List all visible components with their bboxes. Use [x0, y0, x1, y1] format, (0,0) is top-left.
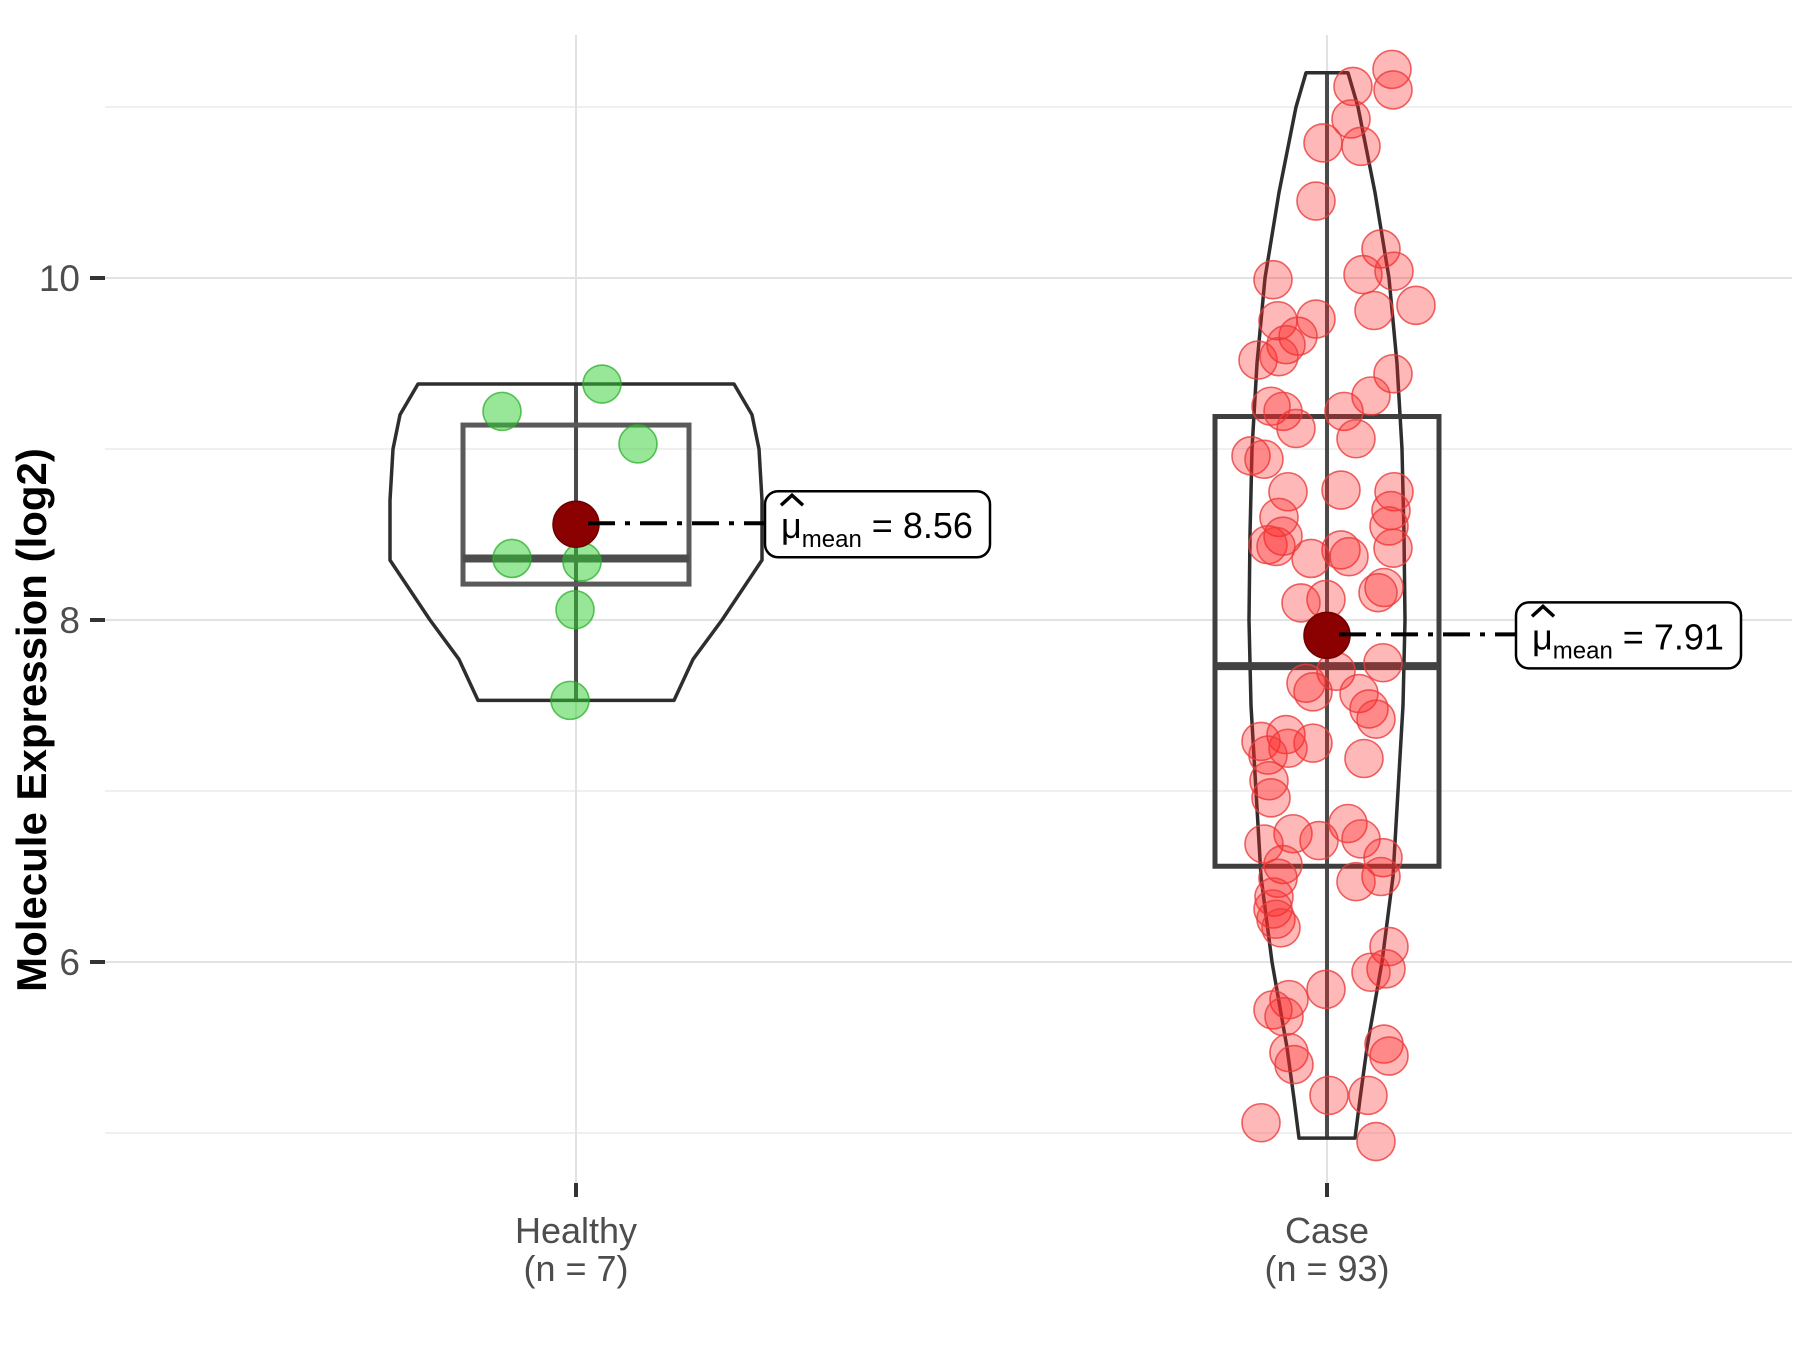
- case-data-point: [1343, 254, 1383, 295]
- case-data-point: [1263, 391, 1303, 432]
- case-data-point: [1336, 861, 1376, 902]
- case-data-point: [1351, 952, 1391, 993]
- case-data-point: [1396, 285, 1436, 326]
- case-data-point: [1291, 538, 1331, 579]
- case-mean-label-text: μmean = 7.91: [1532, 616, 1724, 664]
- case-data-point: [1303, 123, 1343, 163]
- case-data-point: [1259, 336, 1299, 377]
- case-data-point: [1231, 436, 1271, 476]
- case-data-point: [1374, 251, 1414, 291]
- case-data-point: [1276, 408, 1316, 449]
- healthy-x-label: Healthy: [515, 1210, 637, 1251]
- case-data-point: [1366, 949, 1406, 989]
- healthy-data-point: [582, 364, 622, 404]
- case-data-point: [1238, 340, 1278, 380]
- case-data-point: [1356, 1121, 1396, 1162]
- case-data-point: [1241, 721, 1281, 762]
- axes-layer: Healthy(n = 7) Case(n = 93) 10 8 6: [39, 258, 1390, 1289]
- healthy-box: [460, 422, 692, 587]
- mean-annotations-layer: μmean = 8.56 μmean = 7.91: [588, 489, 1743, 670]
- case-data-point: [1358, 572, 1398, 613]
- case-data-point: [1253, 990, 1293, 1030]
- case-data-point: [1299, 820, 1339, 861]
- case-data-point: [1293, 672, 1333, 712]
- case-data-point: [1363, 642, 1403, 683]
- case-data-point: [1251, 778, 1291, 818]
- healthy-data-point: [482, 391, 522, 432]
- case-data-point: [1364, 567, 1404, 608]
- case-data-point: [1274, 1044, 1314, 1085]
- case-data-point: [1373, 528, 1413, 568]
- case-data-point: [1348, 1075, 1388, 1116]
- case-data-point: [1349, 689, 1389, 729]
- case-x-label: Case: [1285, 1210, 1369, 1251]
- case-data-point: [1296, 181, 1336, 221]
- case-data-point: [1253, 259, 1293, 300]
- case-data-point: [1256, 526, 1296, 567]
- case-data-point: [1373, 70, 1413, 110]
- case-data-point: [1354, 290, 1394, 331]
- healthy-data-point: [618, 424, 658, 464]
- case-data-point: [1356, 699, 1396, 739]
- case-data-point: [1328, 803, 1368, 844]
- case-data-point: [1309, 1075, 1349, 1116]
- case-violin-outline: [1247, 71, 1407, 1140]
- case-data-point: [1336, 418, 1376, 459]
- case-data-point: [1373, 353, 1413, 394]
- case-data-point: [1244, 439, 1284, 480]
- case-data-point: [1372, 49, 1412, 90]
- case-data-point: [1281, 583, 1321, 623]
- case-data-point: [1361, 856, 1401, 897]
- case-data-point: [1321, 470, 1361, 510]
- case-data-point: [1266, 714, 1306, 755]
- y-tick-label: 6: [59, 942, 80, 983]
- healthy-mean-label-text: μmean = 8.56: [781, 505, 973, 553]
- case-data-point: [1264, 996, 1304, 1037]
- healthy-mean-label-box: [763, 489, 992, 559]
- violins-layer: [388, 71, 1407, 1140]
- case-data-point: [1258, 300, 1298, 341]
- case-data-point: [1369, 1036, 1409, 1076]
- case-box: [1212, 414, 1442, 869]
- case-data-point: [1241, 1102, 1281, 1143]
- case-data-point: [1249, 760, 1289, 801]
- healthy-data-point: [550, 680, 590, 721]
- case-data-point: [1254, 877, 1294, 917]
- healthy-data-point: [555, 589, 595, 630]
- case-x-label-n: (n = 93): [1264, 1248, 1389, 1289]
- healthy-data-point: [492, 538, 532, 579]
- case-data-point: [1331, 99, 1371, 139]
- healthy-violin-outline: [388, 382, 764, 703]
- case-data-point: [1321, 530, 1361, 570]
- case-mu-hat-icon: [1530, 604, 1556, 618]
- jitter-points-layer: [482, 49, 1436, 1162]
- mean-markers-layer: [552, 500, 1351, 660]
- y-axis-title: Molecule Expression (log2): [8, 448, 55, 992]
- case-data-point: [1268, 471, 1308, 512]
- case-data-point: [1329, 536, 1369, 577]
- healthy-data-point: [562, 542, 602, 582]
- case-data-point: [1341, 126, 1381, 167]
- case-data-point: [1333, 66, 1373, 107]
- healthy-mu-hat-icon: [779, 492, 805, 507]
- case-data-point: [1324, 391, 1364, 432]
- healthy-x-label-n: (n = 7): [523, 1248, 628, 1289]
- case-data-point: [1261, 907, 1301, 948]
- y-tick-label: 10: [39, 258, 80, 299]
- y-tick-label: 8: [59, 600, 80, 641]
- case-data-point: [1344, 738, 1384, 779]
- case-mean-label-box: [1514, 601, 1743, 670]
- case-data-point: [1306, 969, 1346, 1010]
- case-data-point: [1293, 723, 1333, 763]
